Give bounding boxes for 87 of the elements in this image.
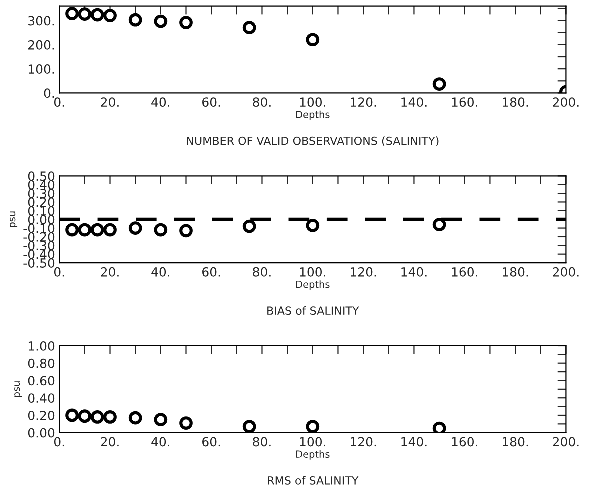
- x-tick-label: 20.: [101, 98, 119, 108]
- x-tick-label: 180.: [502, 267, 528, 277]
- point: [180, 16, 193, 30]
- point: [104, 9, 117, 22]
- x-tick-label: 40.: [152, 437, 170, 447]
- point: [128, 222, 142, 235]
- point: [78, 410, 92, 424]
- x-tick-label: 120.: [351, 98, 376, 108]
- y-tick-label: 0.20: [28, 410, 55, 420]
- y-tick-label: 1.00: [28, 341, 55, 351]
- point: [66, 223, 79, 237]
- y-tick-label: 0.00: [28, 428, 55, 438]
- point: [90, 223, 104, 237]
- y-tick-label: 0.: [44, 88, 54, 98]
- point: [432, 78, 446, 91]
- x-tick-label: 160.: [452, 437, 478, 447]
- x-axis-title: Depths: [296, 280, 330, 290]
- y-tick-label: -0.50: [24, 258, 55, 268]
- x-tick-label: 20.: [101, 267, 119, 277]
- point: [104, 410, 117, 424]
- point: [90, 8, 104, 22]
- x-tick-label: 40.: [152, 267, 170, 277]
- x-tick-label: 60.: [202, 267, 220, 277]
- point: [180, 224, 193, 238]
- x-tick-label: 100.: [300, 267, 326, 277]
- x-tick-label: 200.: [553, 437, 579, 447]
- point: [306, 33, 320, 47]
- point: [104, 223, 117, 237]
- x-tick-label: 80.: [253, 437, 271, 447]
- y-tick-label: 0.40: [28, 394, 55, 404]
- x-tick-label: 100.: [300, 437, 326, 447]
- y-tick-label: 300.: [28, 16, 54, 26]
- point: [128, 13, 142, 27]
- point: [78, 223, 92, 237]
- x-tick-label: 0.: [54, 98, 64, 108]
- point: [180, 416, 193, 430]
- x-tick-label: 40.: [152, 98, 170, 108]
- x-tick-label: 20.: [101, 437, 119, 447]
- point: [242, 21, 256, 34]
- x-tick-label: 160.: [452, 98, 478, 108]
- point: [154, 413, 168, 427]
- point: [154, 14, 168, 28]
- point: [306, 219, 320, 232]
- x-tick-label: 200.: [553, 98, 579, 108]
- point: [306, 420, 320, 433]
- y-tick-label: 100.: [28, 64, 54, 74]
- y-tick-label: 200.: [28, 40, 54, 50]
- y-tick-label: -0.10: [24, 224, 55, 234]
- x-tick-label: 140.: [402, 437, 427, 447]
- x-tick-label: 200.: [553, 267, 579, 277]
- x-tick-label: 140.: [402, 98, 427, 108]
- text: NUMBER OF VALID OBSERVATIONS (SALINITY): [187, 136, 439, 147]
- x-tick-label: 180.: [502, 98, 528, 108]
- y-axis-title: psu: [10, 212, 18, 228]
- x-tick-label: 180.: [502, 437, 528, 447]
- x-tick-label: 120.: [351, 437, 376, 447]
- point: [432, 422, 446, 433]
- point: [128, 411, 142, 425]
- x-axis-title: Depths: [296, 450, 330, 460]
- text: RMS of SALINITY: [268, 476, 359, 485]
- x-tick-label: 80.: [253, 98, 271, 108]
- y-tick-label: 0.80: [28, 358, 55, 368]
- point: [66, 7, 79, 21]
- y-tick-label: 0.40: [28, 180, 55, 190]
- x-tick-label: 120.: [351, 267, 376, 277]
- y-tick-label: -0.40: [24, 250, 55, 260]
- point: [432, 218, 446, 232]
- y-tick-label: 0.60: [28, 376, 55, 386]
- x-tick-label: 0.: [54, 267, 64, 277]
- point: [78, 8, 92, 21]
- point: [66, 408, 79, 422]
- x-tick-label: 60.: [202, 437, 220, 447]
- x-tick-label: 140.: [402, 267, 427, 277]
- x-tick-label: 160.: [452, 267, 478, 277]
- y-tick-label: 0.20: [28, 198, 55, 208]
- x-axis-title: Depths: [296, 110, 330, 120]
- point: [154, 223, 168, 237]
- y-tick-label: 0.50: [28, 172, 55, 182]
- text: BIAS of SALINITY: [268, 306, 360, 316]
- point: [242, 420, 256, 433]
- x-tick-label: 80.: [253, 267, 271, 277]
- point: [90, 410, 104, 424]
- x-tick-label: 60.: [202, 98, 220, 108]
- x-tick-label: 100.: [300, 98, 326, 108]
- point: [242, 220, 256, 234]
- y-axis-title: psu: [14, 382, 22, 398]
- x-tick-label: 0.: [54, 437, 64, 447]
